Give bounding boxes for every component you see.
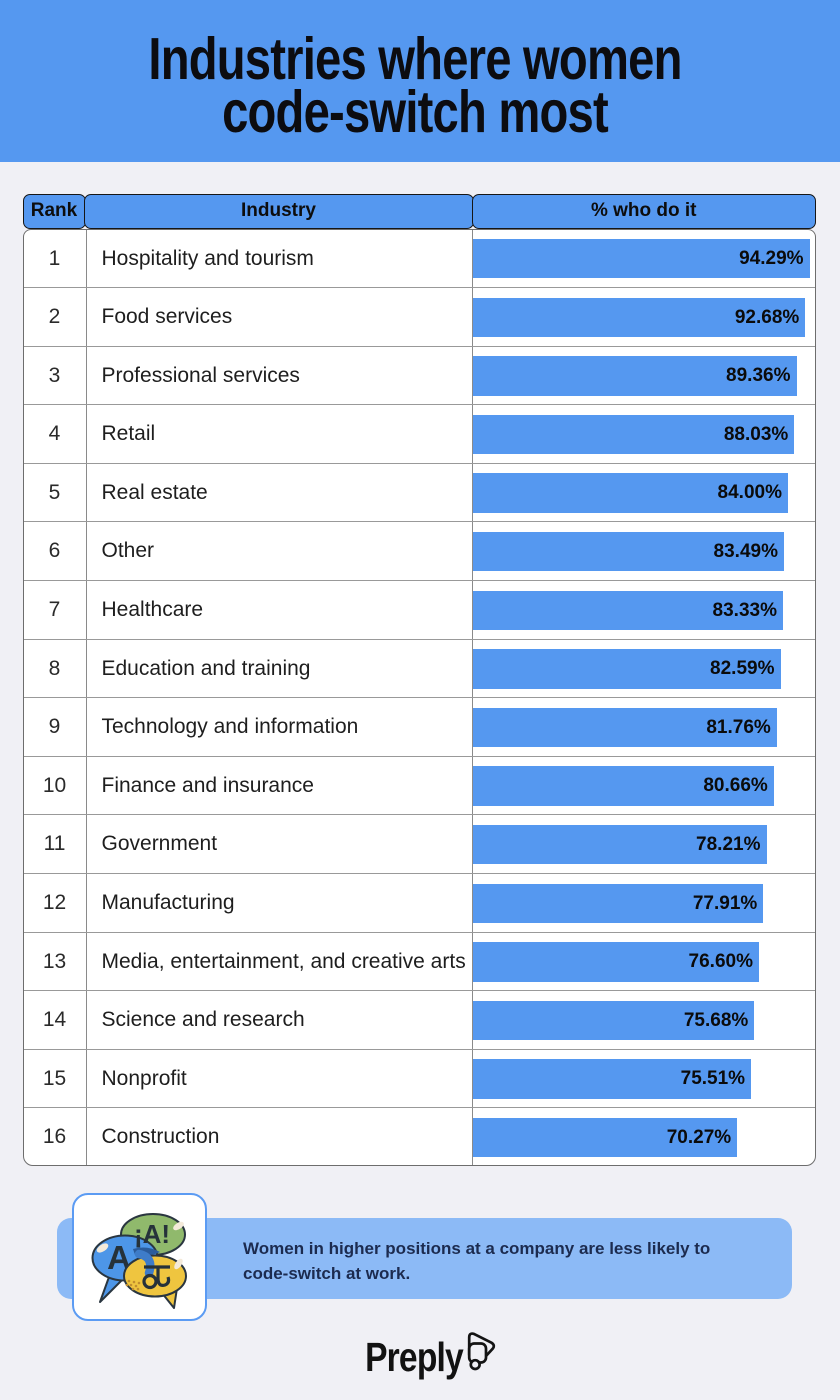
svg-text:A: A <box>107 1239 131 1276</box>
svg-text:¡A!: ¡A! <box>134 1219 170 1249</box>
